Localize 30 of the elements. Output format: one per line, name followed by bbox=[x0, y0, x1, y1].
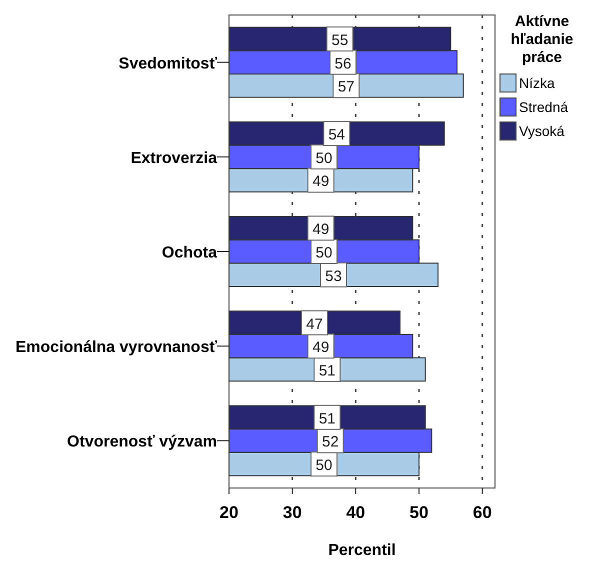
x-tick-label: 30 bbox=[282, 503, 302, 522]
data-label: 56 bbox=[334, 55, 352, 72]
x-axis-title: Percentil bbox=[328, 542, 396, 559]
x-tick-label: 60 bbox=[472, 503, 492, 522]
data-label: 49 bbox=[312, 173, 330, 190]
data-label: 49 bbox=[312, 339, 330, 356]
data-label: 51 bbox=[318, 410, 336, 428]
x-tick-label: 40 bbox=[346, 503, 366, 522]
data-label: 50 bbox=[316, 457, 332, 474]
data-label: 53 bbox=[325, 268, 342, 285]
y-tick-label: Otvorenosť výzvam bbox=[67, 434, 217, 451]
y-tick-label: Extroverzia bbox=[130, 150, 218, 167]
legend-label: Stredná bbox=[519, 99, 568, 115]
data-label: 51 bbox=[318, 362, 336, 380]
data-label: 55 bbox=[331, 32, 348, 49]
y-tick-label: Svedomitosť bbox=[118, 55, 218, 72]
data-label: 50 bbox=[316, 150, 332, 167]
legend-label: Nízka bbox=[519, 75, 555, 91]
data-label: 50 bbox=[316, 244, 332, 262]
data-label: 52 bbox=[322, 434, 339, 451]
data-label: 57 bbox=[338, 78, 355, 96]
y-tick-label: Emocionálna vyrovnanosť bbox=[16, 339, 218, 356]
y-tick-label: Ochota bbox=[162, 244, 218, 262]
data-label: 47 bbox=[306, 316, 323, 333]
legend-title: Aktívne hľadanie práce bbox=[510, 13, 574, 66]
x-tick-label: 50 bbox=[410, 503, 428, 522]
data-label: 54 bbox=[328, 126, 346, 144]
data-label: 49 bbox=[312, 221, 330, 238]
legend-label: Vysoká bbox=[519, 123, 565, 139]
x-tick-label: 20 bbox=[220, 503, 238, 522]
